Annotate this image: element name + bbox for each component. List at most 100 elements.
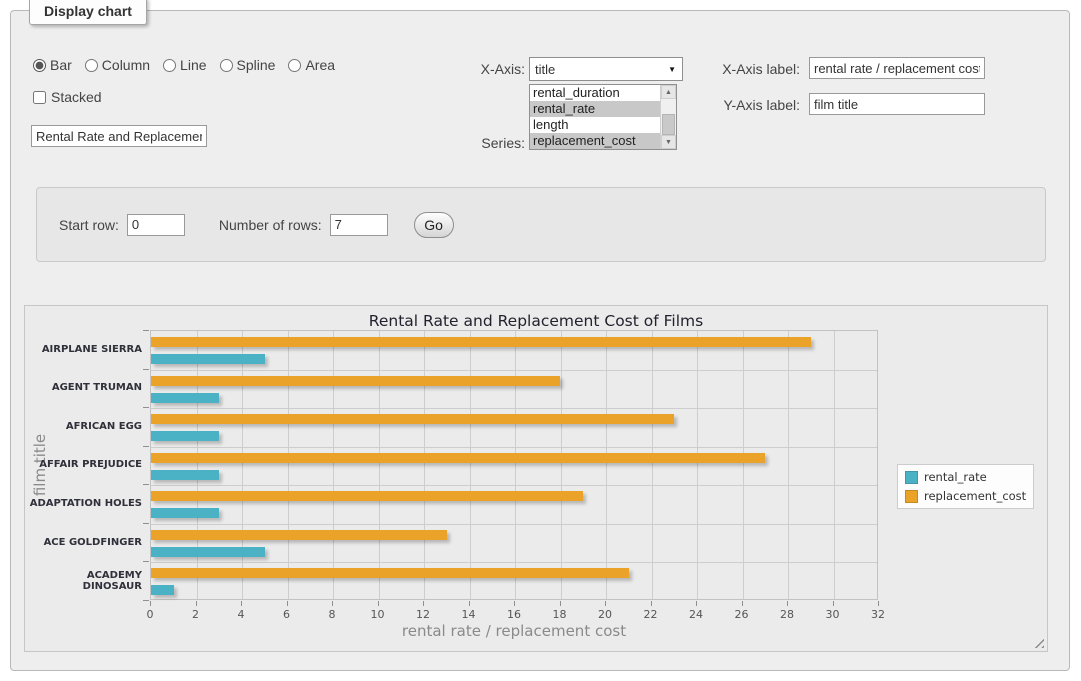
bar-replacement_cost <box>151 491 583 501</box>
x-axis-title: rental rate / replacement cost <box>150 622 878 640</box>
x-tick <box>241 601 242 606</box>
y-tick <box>143 600 149 601</box>
chart-legend: rental_rate replacement_cost <box>897 464 1034 509</box>
scroll-down-icon[interactable]: ▼ <box>661 135 676 149</box>
y-tick <box>143 407 149 408</box>
legend-item-replacement_cost: replacement_cost <box>905 489 1026 503</box>
gridline <box>151 485 877 486</box>
x-tick-label: 22 <box>644 608 658 621</box>
x-tick-label: 24 <box>689 608 703 621</box>
bar-rental_rate <box>151 393 219 403</box>
x-axis-label-label: X-Axis label: <box>708 61 800 77</box>
resize-handle-icon[interactable] <box>1033 637 1044 648</box>
y-tick <box>143 369 149 370</box>
bar-rental_rate <box>151 354 265 364</box>
gridline <box>379 331 380 599</box>
gridline <box>333 331 334 599</box>
category-label: AFFAIR PREJUDICE <box>25 446 142 485</box>
bar-rental_rate <box>151 431 219 441</box>
bar-replacement_cost <box>151 337 811 347</box>
x-tick <box>423 601 424 606</box>
y-tick <box>143 523 149 524</box>
radio-label: Area <box>305 57 335 73</box>
gridline <box>151 524 877 525</box>
x-tick <box>560 601 561 606</box>
legend-label: replacement_cost <box>924 489 1026 503</box>
scroll-up-icon[interactable]: ▲ <box>661 85 676 99</box>
plot-area <box>150 330 878 600</box>
category-label: ADAPTATION HOLES <box>25 484 142 523</box>
y-tick <box>143 330 149 331</box>
gridline <box>561 331 562 599</box>
x-axis-label-input[interactable] <box>809 57 985 79</box>
legend-swatch <box>905 490 918 503</box>
series-option-rental_rate[interactable]: rental_rate <box>530 101 660 117</box>
category-label: AFRICAN EGG <box>25 407 142 446</box>
radio-area[interactable] <box>288 59 301 72</box>
x-tick <box>287 601 288 606</box>
num-rows-label: Number of rows: <box>219 217 322 233</box>
chart-type-radio-column: Column <box>85 57 150 73</box>
legend-item-rental_rate: rental_rate <box>905 470 1026 484</box>
x-tick <box>787 601 788 606</box>
x-tick-label: 4 <box>238 608 245 621</box>
x-tick <box>150 601 151 606</box>
radio-column[interactable] <box>85 59 98 72</box>
bar-replacement_cost <box>151 453 765 463</box>
row-range-box: Start row: Number of rows: Go <box>36 187 1046 262</box>
radio-label: Column <box>102 57 150 73</box>
x-tick-label: 18 <box>553 608 567 621</box>
start-row-input[interactable] <box>127 214 185 236</box>
category-label: ACADEMY DINOSAUR <box>25 561 142 600</box>
x-tick <box>378 601 379 606</box>
stacked-checkbox-row: Stacked <box>33 89 102 105</box>
x-tick-label: 8 <box>329 608 336 621</box>
x-tick-label: 26 <box>735 608 749 621</box>
series-option-rental_duration[interactable]: rental_duration <box>530 85 660 101</box>
x-axis-select[interactable]: title <box>529 57 683 81</box>
gridline <box>743 331 744 599</box>
stacked-checkbox[interactable] <box>33 91 46 104</box>
go-button[interactable]: Go <box>414 212 454 238</box>
series-option-length[interactable]: length <box>530 117 660 133</box>
x-tick <box>514 601 515 606</box>
series-options: rental_durationrental_ratelengthreplacem… <box>530 85 660 149</box>
gridline <box>151 447 877 448</box>
bar-replacement_cost <box>151 530 447 540</box>
radio-spline[interactable] <box>220 59 233 72</box>
gridline <box>151 408 877 409</box>
gridline <box>151 370 877 371</box>
gridline <box>424 331 425 599</box>
bar-replacement_cost <box>151 376 560 386</box>
num-rows-input[interactable] <box>330 214 388 236</box>
chart-title-input[interactable] <box>31 125 207 147</box>
chart-type-radio-line: Line <box>163 57 206 73</box>
bar-rental_rate <box>151 547 265 557</box>
radio-label: Spline <box>237 57 276 73</box>
gridline <box>288 331 289 599</box>
series-scrollbar[interactable]: ▲ ▼ <box>660 85 676 149</box>
y-axis-label-input[interactable] <box>809 93 985 115</box>
category-label: AIRPLANE SIERRA <box>25 330 142 369</box>
panel-title: Display chart <box>29 0 147 25</box>
gridline <box>697 331 698 599</box>
stacked-label: Stacked <box>51 89 102 105</box>
legend-label: rental_rate <box>924 470 987 484</box>
y-tick <box>143 484 149 485</box>
bar-rental_rate <box>151 585 174 595</box>
gridline <box>151 562 877 563</box>
scrollbar-thumb[interactable] <box>662 114 675 135</box>
legend-swatch <box>905 471 918 484</box>
radio-bar[interactable] <box>33 59 46 72</box>
chart-title: Rental Rate and Replacement Cost of Film… <box>25 312 1047 330</box>
series-option-replacement_cost[interactable]: replacement_cost <box>530 133 660 149</box>
x-tick <box>878 601 879 606</box>
x-tick <box>833 601 834 606</box>
radio-line[interactable] <box>163 59 176 72</box>
x-axis-select-label: X-Axis: <box>433 61 525 77</box>
gridline <box>834 331 835 599</box>
start-row-label: Start row: <box>59 217 119 233</box>
gridline <box>470 331 471 599</box>
series-listbox[interactable]: rental_durationrental_ratelengthreplacem… <box>529 84 677 150</box>
bar-rental_rate <box>151 470 219 480</box>
